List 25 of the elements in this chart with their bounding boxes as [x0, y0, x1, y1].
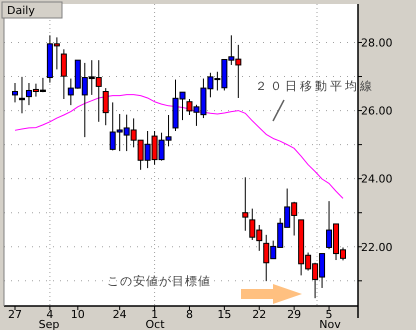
y-tick-label: 22.00	[361, 240, 392, 254]
x-tick-label: 22	[252, 308, 266, 321]
candlestick	[242, 176, 248, 232]
text: Nov	[319, 318, 342, 330]
x-tick-label: 4	[46, 308, 54, 321]
candlestick	[60, 48, 67, 100]
x-tick-label: 1	[151, 308, 158, 321]
candlestick	[102, 88, 109, 126]
x-tick-label: 27	[8, 308, 22, 321]
x-tick-label: 29	[287, 308, 302, 321]
y-tick-label: 28.00	[361, 36, 392, 50]
annotation: ２０日移動平均線	[255, 79, 375, 93]
x-tick-label: 5	[326, 308, 333, 321]
text: Oct	[145, 318, 166, 330]
y-tick-label: 24.00	[361, 172, 392, 186]
x-tick-label: 15	[217, 308, 232, 321]
annotation: この安値が目標値	[107, 274, 211, 288]
candlestick	[18, 76, 25, 114]
x-tick-label: 24	[112, 308, 127, 321]
chart-title: Daily	[7, 4, 36, 17]
x-tick-label: 8	[186, 308, 193, 321]
y-tick-label: 26.00	[361, 104, 392, 118]
text: Sep	[38, 318, 60, 330]
x-tick-label: 10	[70, 308, 85, 321]
candlestick	[12, 82, 18, 103]
